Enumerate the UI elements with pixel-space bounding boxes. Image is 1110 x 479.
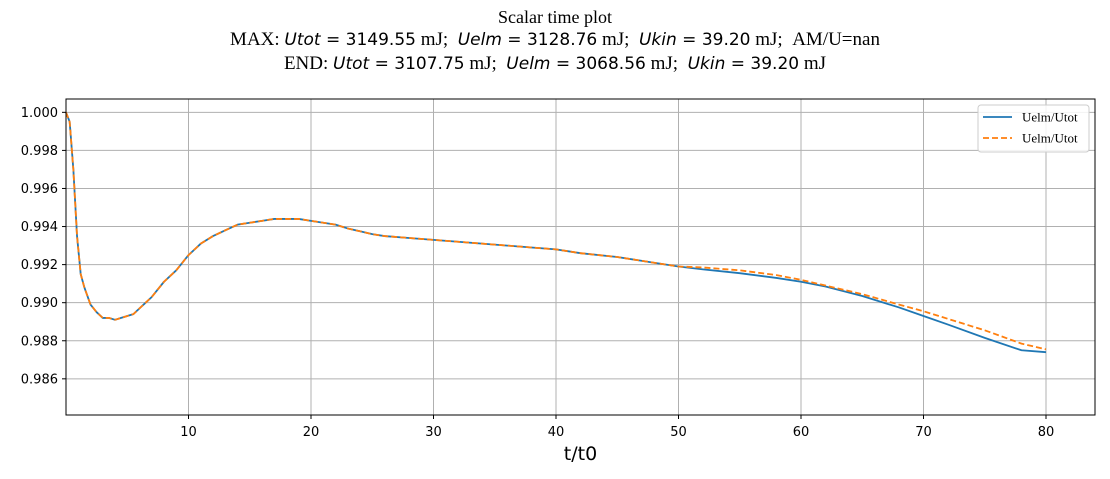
grid xyxy=(66,99,1095,415)
y-tick-label: 0.990 xyxy=(21,296,58,311)
x-tick-label: 30 xyxy=(425,425,442,440)
series-line-2 xyxy=(65,112,1047,351)
x-tick-label: 10 xyxy=(180,425,197,440)
max-summary-line: MAX: Utot = 3149.55 mJ; Uelm = 3128.76 m… xyxy=(230,29,880,50)
x-tick-label: 20 xyxy=(303,425,320,440)
plot-frame xyxy=(65,98,1096,416)
y-tick-label: 0.988 xyxy=(21,334,58,349)
x-tick-label: 80 xyxy=(1038,425,1055,440)
x-tick-label: 70 xyxy=(915,425,932,440)
chart-title: Scalar time plot xyxy=(498,7,612,27)
axis-ticks: 10 20 30 40 50 60 70 80 0.986 0.988 0.990 0.992 0.99… xyxy=(21,106,1054,440)
x-tick-label: 60 xyxy=(793,425,810,440)
y-tick-label: 0.996 xyxy=(21,182,58,197)
x-tick-label: 40 xyxy=(548,425,565,440)
chart-title-block: Scalar time plot MAX: Utot = 3149.55 mJ;… xyxy=(0,6,1110,76)
y-tick-label: 0.994 xyxy=(21,220,58,235)
y-tick-label: 1.000 xyxy=(21,106,58,121)
y-tick-label: 0.986 xyxy=(21,372,58,387)
legend-label-2: Uelm/Utot xyxy=(1022,131,1078,146)
series-layer xyxy=(65,112,1047,354)
legend-label-1: Uelm/Utot xyxy=(1022,110,1078,125)
end-summary-line: END: Utot = 3107.75 mJ; Uelm = 3068.56 m… xyxy=(283,53,827,74)
x-axis-label: t/t0 xyxy=(564,443,597,465)
legend: Uelm/Utot Uelm/Utot xyxy=(977,104,1090,153)
y-tick-label: 0.992 xyxy=(21,258,58,273)
y-tick-label: 0.998 xyxy=(21,144,58,159)
x-tick-label: 50 xyxy=(670,425,687,440)
